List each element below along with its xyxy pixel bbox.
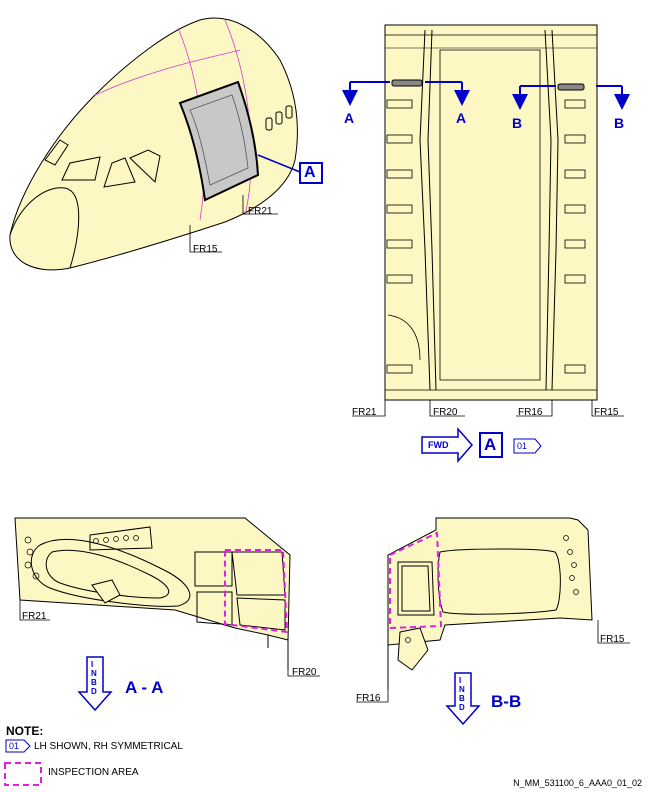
- fwd-label: FWD: [428, 440, 449, 450]
- view-a-panel: [384, 24, 598, 401]
- view-a-callout-box: [299, 162, 323, 184]
- section-aa-part: [14, 517, 291, 670]
- section-bb-title: B-B: [491, 692, 522, 711]
- frame-label-fr20-aa: FR20: [292, 667, 317, 678]
- section-aa-title: A - A: [125, 678, 164, 697]
- view-a-callout-letter: A: [304, 164, 316, 181]
- inbd-arrow-aa: [77, 656, 113, 712]
- fwd-arrow: [421, 427, 473, 463]
- inbd-letter-aa-4: D: [91, 687, 97, 696]
- note-tag-01-text: 01: [517, 441, 528, 451]
- note-tag-01: [513, 438, 542, 454]
- view-a-title-box: [479, 432, 503, 458]
- inbd-arrow-bb: [445, 672, 481, 726]
- frame-label-fr16-view-a: FR16: [518, 407, 543, 418]
- note-inspection-area: INSPECTION AREA: [48, 767, 139, 778]
- section-b-left-letter: B: [512, 115, 523, 131]
- frame-label-fr20-view-a: FR20: [433, 407, 458, 418]
- inbd-letter-aa-2: N: [91, 669, 97, 678]
- door-panel: [178, 80, 260, 202]
- inspection-area-bb: [389, 531, 443, 630]
- inbd-letter-bb-3: B: [459, 694, 465, 703]
- frame-label-fr21-overview: FR21: [248, 206, 273, 217]
- legend-note-tag-text: 01: [9, 741, 20, 751]
- frame-label-fr21-aa: FR21: [22, 611, 47, 622]
- section-a-left-letter: A: [344, 110, 355, 126]
- inbd-letter-bb-4: D: [459, 703, 465, 712]
- frame-label-fr15-overview: FR15: [193, 244, 218, 255]
- inbd-letter-aa-3: B: [91, 678, 97, 687]
- frame-label-fr15-view-a: FR15: [594, 407, 619, 418]
- inbd-letter-bb-1: I: [459, 676, 462, 685]
- notes-title: NOTE:: [6, 724, 44, 738]
- inspection-area-aa: [224, 549, 289, 634]
- note-lh-shown: LH SHOWN, RH SYMMETRICAL: [34, 741, 183, 752]
- inbd-letter-bb-2: N: [459, 685, 465, 694]
- frame-label-fr21-view-a: FR21: [352, 407, 377, 418]
- view-a-title-letter: A: [484, 435, 497, 454]
- document-reference: N_MM_531100_6_AAA0_01_02: [513, 778, 642, 788]
- inbd-letter-aa-1: I: [91, 660, 94, 669]
- legend-note-tag: [5, 739, 31, 753]
- fuselage-nose-view: [9, 17, 298, 271]
- section-arrows: [342, 81, 630, 110]
- legend-inspection-swatch: [4, 762, 42, 786]
- frame-label-fr16-bb: FR16: [356, 693, 381, 704]
- section-bb-part: [387, 517, 593, 690]
- frame-label-fr15-bb: FR15: [600, 634, 625, 645]
- section-b-right-letter: B: [614, 115, 625, 131]
- section-a-right-letter: A: [456, 110, 467, 126]
